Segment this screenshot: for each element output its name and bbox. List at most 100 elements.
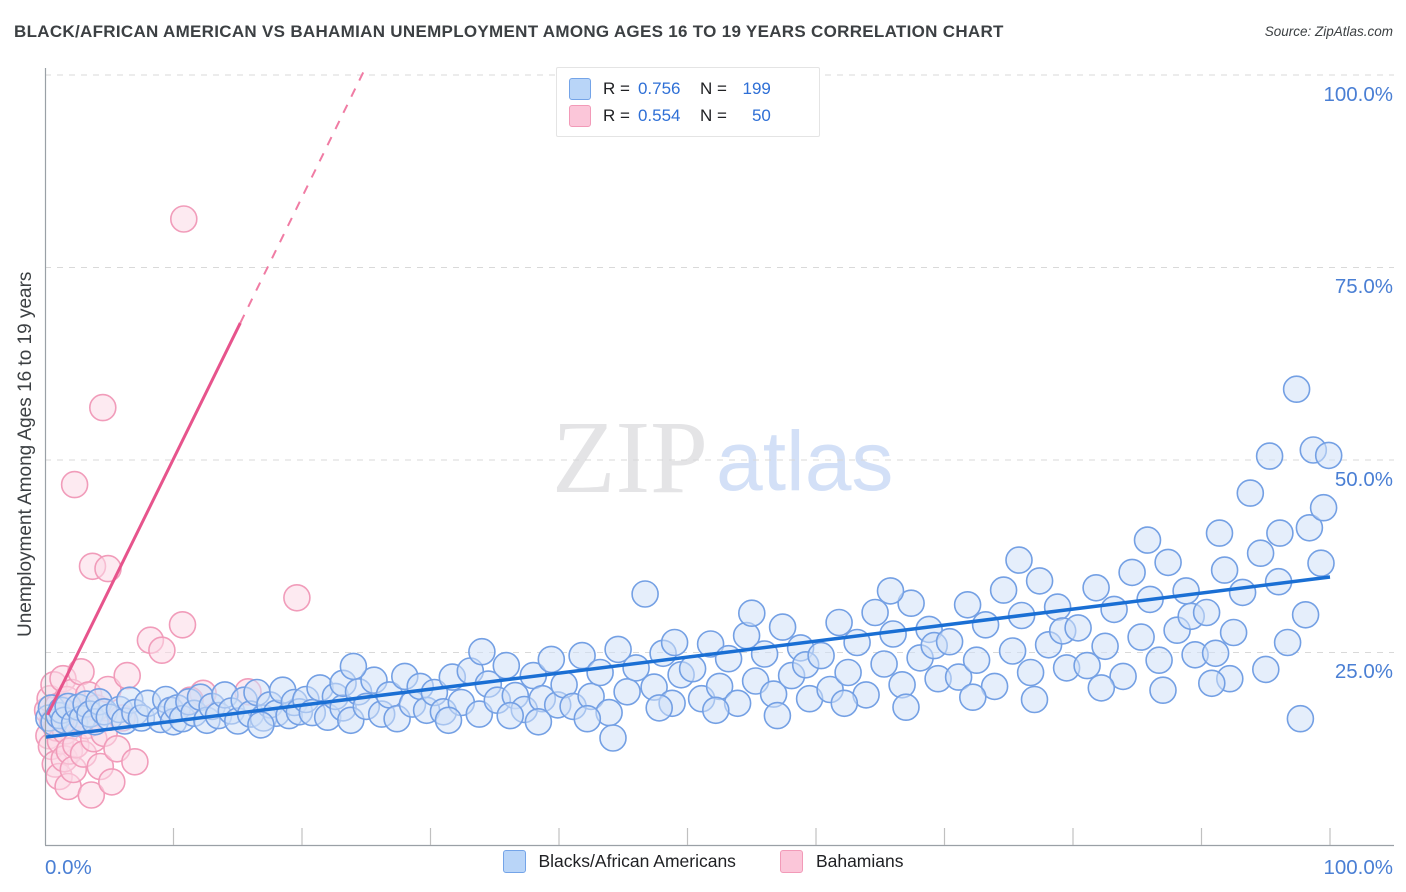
- scatter-point-blue: [1255, 442, 1284, 470]
- watermark-zip: ZIP: [552, 400, 708, 515]
- legend-row-blue: R = 0.756 N = 199: [569, 75, 805, 102]
- scatter-point-blue: [1286, 704, 1315, 733]
- y-tick-label-50: 50.0%: [1335, 468, 1393, 491]
- scatter-point-blue: [1149, 676, 1177, 705]
- scatter-point-blue: [701, 696, 730, 725]
- scatter-point-blue: [1082, 573, 1110, 602]
- scatter-point-pink: [60, 470, 89, 499]
- x-tick-label-0: 0.0%: [45, 856, 92, 879]
- trend-lines: [44, 68, 1331, 739]
- r-value: 0.554: [637, 105, 681, 125]
- scatter-point-blue: [737, 599, 766, 628]
- scatter-point-blue: [1109, 662, 1137, 691]
- chart-title: BLACK/AFRICAN AMERICAN VS BAHAMIAN UNEMP…: [14, 22, 1004, 41]
- scatter-point-blue: [1127, 623, 1155, 651]
- scatter-point-pink: [168, 610, 197, 639]
- scatter-point-blue: [645, 694, 674, 722]
- scatter-point-blue: [888, 670, 916, 699]
- scatter-point-blue: [1307, 549, 1335, 578]
- gridlines: [45, 74, 1394, 653]
- scatter-point-blue: [892, 693, 920, 722]
- scatter-point-blue: [1314, 441, 1343, 470]
- scatter-point-blue: [1210, 556, 1239, 584]
- bottom-legend-label: Bahamians: [815, 851, 904, 871]
- scatter-point-blue: [1133, 526, 1162, 554]
- scatter-point-blue: [876, 577, 905, 605]
- scatter-point-blue: [962, 646, 991, 675]
- scatter-point-blue: [496, 701, 525, 730]
- scatter-point-blue: [537, 645, 566, 674]
- scatter-point-blue: [613, 677, 641, 706]
- scatter-point-pink: [94, 554, 122, 583]
- scatter-point-blue: [1309, 493, 1338, 522]
- y-axis-title: Unemployment Among Ages 16 to 19 years: [15, 271, 36, 637]
- scatter-point-blue: [1025, 567, 1054, 595]
- scatter-point-blue: [971, 610, 1000, 639]
- scatter-point-blue: [1252, 655, 1280, 684]
- watermark: ZIP atlas: [552, 400, 893, 515]
- scatter-point-blue: [660, 628, 689, 657]
- scatter-point-blue: [1100, 595, 1128, 624]
- scatter-point-blue: [434, 706, 463, 735]
- scatter-point-blue: [604, 635, 632, 664]
- scatter-point-pink: [170, 205, 198, 233]
- scatter-point-blue: [1236, 479, 1265, 507]
- scatter-point-pink: [89, 393, 117, 422]
- scatter-point-blue: [1201, 639, 1230, 668]
- scatter-point-blue: [989, 576, 1018, 604]
- legend-row-pink: R = 0.554 N = 50: [569, 102, 805, 129]
- scatter-point-blue: [1073, 651, 1101, 680]
- scatter-point-blue: [935, 627, 964, 656]
- source-label: Source: ZipAtlas.com: [1264, 24, 1393, 39]
- scatter-point-blue: [768, 613, 797, 641]
- r-label: R =: [603, 105, 630, 125]
- scatter-point-blue: [524, 707, 553, 736]
- scatter-point-blue: [696, 630, 725, 658]
- y-tick-label-25: 25.0%: [1335, 660, 1393, 683]
- bottom-legend-item-blue: Blacks/African Americans: [502, 850, 736, 873]
- scatter-point-pink: [77, 781, 106, 809]
- bottom-legend-item-pink: Bahamians: [779, 850, 904, 873]
- scatter-point-blue: [599, 724, 627, 752]
- scatter-point-blue: [468, 637, 496, 666]
- legend-swatch-pink: [569, 104, 591, 127]
- scatter-point-blue: [1087, 674, 1116, 702]
- axis-tick-labels: 100.0% 75.0% 50.0% 25.0% 0.0% 100.0%: [45, 83, 1393, 879]
- scatter-point-blue: [1016, 658, 1045, 687]
- axes: [44, 68, 1394, 847]
- r-label: R =: [603, 78, 630, 98]
- r-value: 0.756: [637, 78, 681, 98]
- scatter-point-pink: [121, 747, 149, 776]
- scatter-point-blue: [1091, 632, 1119, 661]
- scatter-point-blue: [825, 608, 853, 637]
- legend-box: R = 0.756 N = 199 R = 0.554 N = 50: [556, 67, 820, 137]
- scatter-point-blue: [1043, 593, 1072, 621]
- scatter-point-blue: [1192, 598, 1221, 627]
- scatter-point-pink: [113, 661, 141, 690]
- scatter-point-blue: [998, 637, 1027, 665]
- scatter-point-blue: [861, 598, 889, 627]
- scatter-point-blue: [1020, 685, 1049, 714]
- scatter-point-blue: [1145, 646, 1173, 675]
- scatter-point-blue: [1273, 628, 1302, 657]
- scatter-point-blue: [944, 663, 973, 691]
- legend-swatch-blue: [569, 77, 591, 100]
- x-tick-label-100: 100.0%: [1323, 856, 1393, 879]
- scatter-point-blue: [807, 641, 835, 670]
- scatter-point-blue: [247, 711, 275, 739]
- scatter-point-blue: [897, 589, 925, 618]
- scatter-point-blue: [678, 654, 707, 683]
- y-tick-label-75: 75.0%: [1335, 275, 1393, 298]
- scatter-point-pink: [148, 636, 176, 665]
- scatter-point-blue: [953, 590, 982, 619]
- scatter-point-blue: [586, 658, 614, 687]
- n-value: 199: [742, 78, 771, 98]
- scatter-point-blue: [1282, 375, 1311, 404]
- scatter-point-blue: [980, 672, 1009, 701]
- scatter-point-blue: [834, 658, 862, 687]
- n-label: N =: [699, 78, 727, 98]
- scatter-point-blue: [1118, 558, 1146, 587]
- scatter-point-blue: [1172, 577, 1200, 605]
